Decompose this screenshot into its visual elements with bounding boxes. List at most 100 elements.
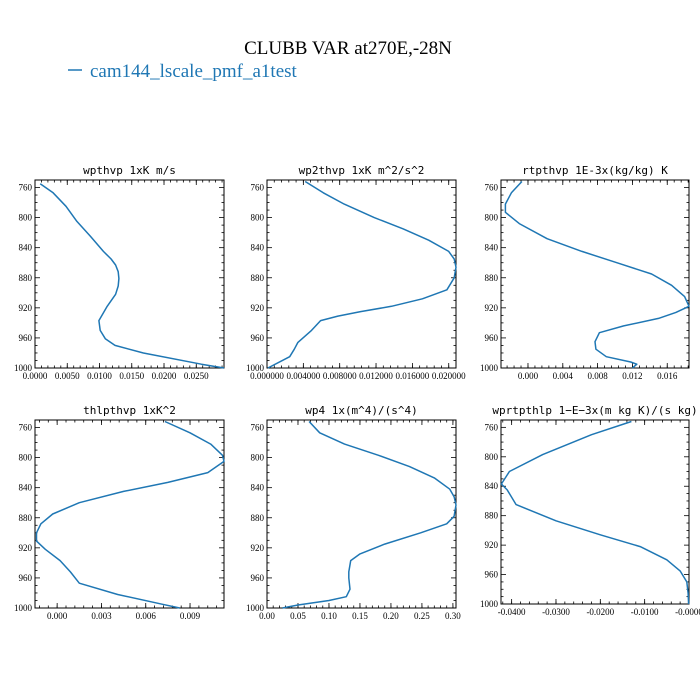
x-tick-label: 0.020000	[432, 371, 466, 381]
y-tick-label: 880	[251, 273, 265, 283]
x-tick-label: 0.000	[47, 611, 68, 621]
y-tick-label: 760	[19, 183, 33, 193]
y-tick-label: 960	[251, 573, 265, 583]
x-tick-label: 0.008000	[323, 371, 357, 381]
y-tick-label: 1000	[480, 599, 499, 609]
subplot-5: wp4 1x(m^4)/(s^4)76080084088092096010000…	[246, 404, 461, 621]
x-tick-label: 0.10	[321, 611, 337, 621]
x-tick-label: 0.016	[657, 371, 678, 381]
y-tick-label: 880	[19, 513, 33, 523]
y-tick-label: 920	[485, 303, 499, 313]
subplot-title: wp2thvp 1xK m^2/s^2	[299, 164, 425, 177]
y-tick-label: 800	[485, 452, 499, 462]
x-tick-label: 0.0250	[184, 371, 209, 381]
series-line	[39, 183, 225, 369]
subplot-1: wpthvp 1xK m/s 760 800 840 880 920 960 10000.00…	[14, 164, 225, 381]
subplot-4: thlpthvp 1xK^2 760 800 840 880 920 960 1000 0.00…	[14, 404, 225, 621]
y-tick-label: 920	[251, 303, 265, 313]
subplot-3: rtpthvp 1E-3x(kg/kg) K 760 800 840 880 920 960…	[480, 164, 690, 381]
x-tick-label: 0.0200	[152, 371, 177, 381]
y-tick-label: 960	[485, 570, 499, 580]
y-tick-label: 840	[19, 243, 33, 253]
y-tick-label: 960	[251, 333, 265, 343]
x-tick-label: 0.00	[259, 611, 275, 621]
series-line	[267, 180, 457, 369]
y-tick-label: 880	[485, 511, 499, 521]
y-tick-label: 960	[19, 573, 33, 583]
main-title: CLUBB VAR at270E,-28N	[244, 38, 452, 59]
x-tick-label: 0.012	[622, 371, 642, 381]
x-tick-label: 0.05	[290, 611, 306, 621]
x-tick-label: 0.003	[91, 611, 112, 621]
x-tick-label: 0.20	[383, 611, 399, 621]
x-tick-label: -0.0100	[631, 607, 659, 617]
y-tick-label: 960	[19, 333, 33, 343]
y-tick-label: 1000	[14, 603, 33, 613]
y-tick-label: 920	[19, 543, 33, 553]
subplot-title: wpthvp 1xK m/s	[83, 164, 176, 177]
y-tick-label: 880	[485, 273, 499, 283]
y-tick-label: 800	[251, 213, 265, 223]
plot-frame	[500, 179, 690, 369]
x-tick-label: 0.000000	[250, 371, 284, 381]
legend-label: cam144_lscale_pmf_a1test	[90, 61, 298, 82]
x-tick-label: 0.016000	[396, 371, 430, 381]
x-tick-label: 0.004000	[286, 371, 320, 381]
y-tick-label: 960	[485, 333, 499, 343]
x-tick-label: 0.012000	[359, 371, 393, 381]
y-tick-label: 1000	[246, 363, 265, 373]
subplot-title: wprtpthlp 1−E−3x(m kg K)/(s kg)	[492, 404, 697, 417]
plot-frame	[34, 419, 225, 609]
y-tick-label: 760	[19, 423, 33, 433]
y-tick-label: 760	[251, 423, 265, 433]
subplot-2: wp2thvp 1xK m^2/s^2 760 800 840 880 920 960 100…	[246, 164, 466, 381]
x-tick-label: 0.006	[136, 611, 157, 621]
series-line	[282, 420, 457, 609]
x-tick-label: 0.30	[445, 611, 461, 621]
subplot-title: rtpthvp 1E-3x(kg/kg) K	[522, 164, 668, 177]
x-tick-label: 0.000	[518, 371, 539, 381]
y-tick-label: 920	[251, 543, 265, 553]
y-tick-label: 800	[19, 213, 33, 223]
x-tick-label: 0.004	[553, 371, 574, 381]
y-tick-label: 920	[485, 540, 499, 550]
y-tick-label: 800	[485, 213, 499, 223]
y-tick-label: 1000	[14, 363, 33, 373]
x-tick-label: 0.25	[414, 611, 430, 621]
y-tick-label: 920	[19, 303, 33, 313]
subplot-title: wp4 1x(m^4)/(s^4)	[305, 404, 418, 417]
y-tick-label: 760	[485, 183, 499, 193]
panels: wpthvp 1xK m/s76080084088092096010000.00…	[14, 164, 700, 621]
series-line	[35, 420, 225, 609]
series-line	[504, 180, 690, 369]
y-tick-label: 1000	[480, 363, 499, 373]
x-tick-label: 0.009	[180, 611, 201, 621]
y-tick-label: 840	[251, 243, 265, 253]
x-tick-label: 0.0100	[87, 371, 112, 381]
plot-frame	[266, 419, 457, 609]
y-tick-label: 840	[485, 481, 499, 491]
x-tick-label: 0.0000	[23, 371, 48, 381]
plot-frame	[266, 179, 457, 369]
y-tick-label: 840	[251, 483, 265, 493]
x-tick-label: 0.15	[352, 611, 368, 621]
y-tick-label: 1000	[246, 603, 265, 613]
y-tick-label: 800	[19, 453, 33, 463]
series-line	[500, 420, 690, 605]
x-tick-label: 0.008	[587, 371, 608, 381]
y-tick-label: 880	[251, 513, 265, 523]
subplot-title: thlpthvp 1xK^2	[83, 404, 176, 417]
y-tick-label: 800	[251, 453, 265, 463]
x-tick-label: 0.0150	[119, 371, 144, 381]
subplot-6: wprtpthlp 1−E−3x(m kg K)/(s kg) 760 800 840…	[480, 404, 700, 617]
y-tick-label: 760	[251, 183, 265, 193]
y-tick-label: 880	[19, 273, 33, 283]
plot-frame	[34, 179, 225, 369]
plot-frame	[500, 419, 690, 605]
legend: cam144_lscale_pmf_a1test	[68, 61, 298, 82]
y-tick-label: 840	[19, 483, 33, 493]
y-tick-label: 840	[485, 243, 499, 253]
x-tick-label: -0.0300	[542, 607, 570, 617]
x-tick-label: -0.0400	[498, 607, 526, 617]
